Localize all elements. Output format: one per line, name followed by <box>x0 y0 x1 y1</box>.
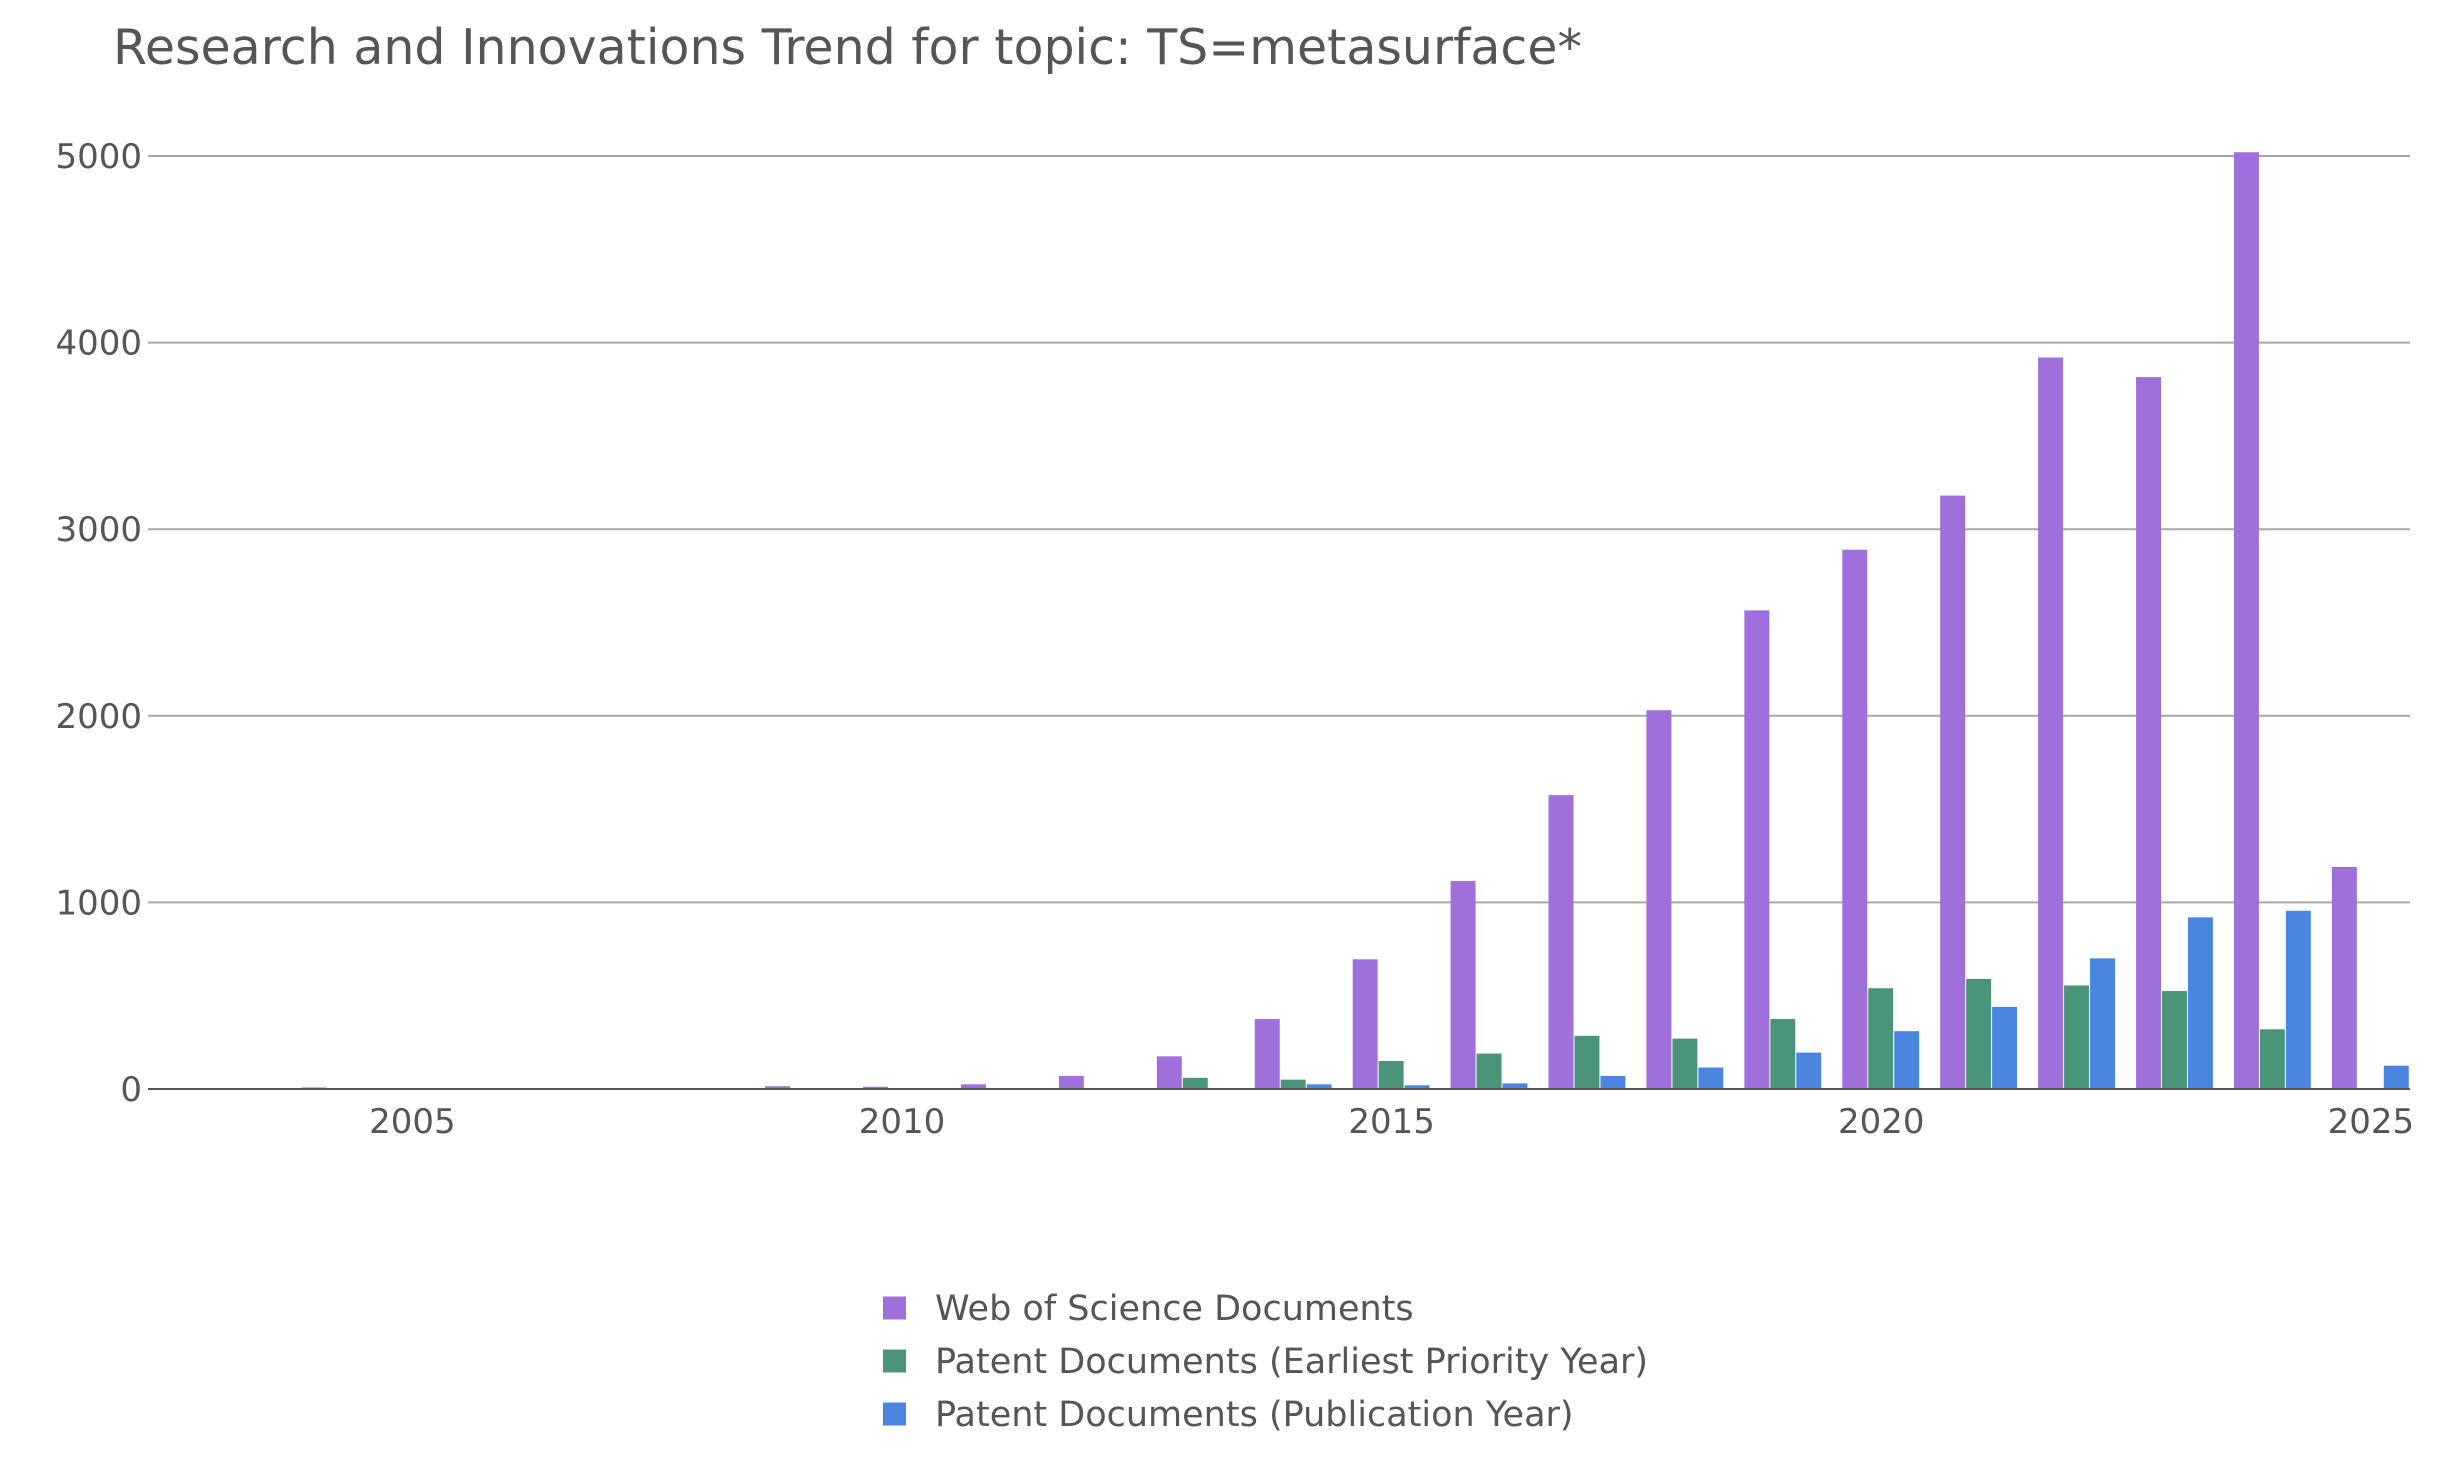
x-tick-label: 2025 <box>2328 1102 2415 1142</box>
legend-label-1: Patent Documents (Earliest Priority Year… <box>935 1342 1648 1382</box>
bar-s0-2023 <box>2136 377 2162 1089</box>
y-tick-label: 2000 <box>55 697 142 737</box>
bar-s0-2025 <box>2331 866 2357 1089</box>
bar-s0-2020 <box>1842 549 1868 1089</box>
bar-s0-2024 <box>2233 152 2259 1089</box>
bar-s0-2011 <box>961 1084 986 1089</box>
bar-s0-2009 <box>765 1086 791 1089</box>
bar-s2-2019 <box>1796 1052 1822 1089</box>
bar-s2-2014 <box>1306 1084 1332 1089</box>
bar-s0-2018 <box>1646 710 1672 1089</box>
y-tick-label: 0 <box>120 1070 142 1110</box>
bar-s0-2012 <box>1058 1075 1084 1089</box>
bar-s1-2014 <box>1280 1079 1306 1089</box>
x-tick-label: 2020 <box>1838 1102 1925 1142</box>
y-tick-label: 3000 <box>55 510 142 550</box>
bar-s0-2021 <box>1940 495 1966 1090</box>
y-tick-label: 5000 <box>55 137 142 177</box>
legend-label-0: Web of Science Documents <box>935 1289 1414 1329</box>
bar-s2-2021 <box>1992 1006 2018 1089</box>
bar-s2-2015 <box>1404 1085 1430 1089</box>
bar-s1-2018 <box>1672 1038 1698 1089</box>
chart-title: Research and Innovations Trend for topic… <box>113 19 1582 76</box>
bar-s1-2019 <box>1770 1019 1796 1089</box>
legend: Web of Science Documents Patent Documents… <box>883 1289 1648 1435</box>
bar-s2-2018 <box>1698 1067 1724 1089</box>
bar-s0-2010 <box>863 1086 889 1089</box>
bar-s1-2016 <box>1476 1053 1502 1089</box>
bar-s2-2017 <box>1600 1075 1626 1089</box>
bar-s2-2025 <box>2383 1065 2409 1089</box>
bar-s1-2024 <box>2259 1029 2285 1089</box>
bar-s2-2023 <box>2187 917 2213 1089</box>
legend-swatch-2 <box>883 1402 906 1426</box>
bar-s0-2015 <box>1352 959 1378 1089</box>
x-tick-label: 2010 <box>859 1102 946 1142</box>
legend-label-2: Patent Documents (Publication Year) <box>935 1395 1574 1435</box>
bar-s1-2017 <box>1574 1035 1600 1089</box>
bar-s0-2016 <box>1450 880 1476 1089</box>
legend-swatch-1 <box>883 1349 906 1373</box>
bar-s2-2016 <box>1502 1083 1528 1089</box>
axes: 0 1000 2000 3000 4000 5000 2005 2010 2015 2020 202… <box>55 137 2414 1142</box>
x-tick-label: 2015 <box>1348 1102 1435 1142</box>
bar-s1-2021 <box>1966 978 1992 1089</box>
bar-s0-2022 <box>2038 357 2064 1089</box>
bar-s2-2022 <box>2090 958 2115 1089</box>
bar-s1-2013 <box>1182 1077 1208 1089</box>
bar-s2-2024 <box>2285 910 2311 1089</box>
bar-s1-2020 <box>1868 988 1894 1089</box>
bar-s1-2015 <box>1378 1061 1404 1089</box>
bar-s1-2022 <box>2064 985 2090 1089</box>
y-tick-label: 1000 <box>55 883 142 923</box>
bar-s0-2014 <box>1254 1019 1280 1089</box>
bar-s0-2017 <box>1548 795 1574 1089</box>
y-tick-label: 4000 <box>55 324 142 364</box>
x-tick-label: 2005 <box>369 1102 456 1142</box>
gridlines <box>148 154 2410 904</box>
bar-s2-2020 <box>1894 1031 1920 1089</box>
bars <box>275 152 2409 1090</box>
bar-s0-2013 <box>1156 1056 1182 1089</box>
legend-swatch-0 <box>883 1296 906 1320</box>
bar-s1-2023 <box>2162 991 2187 1089</box>
bar-s0-2019 <box>1744 610 1770 1089</box>
